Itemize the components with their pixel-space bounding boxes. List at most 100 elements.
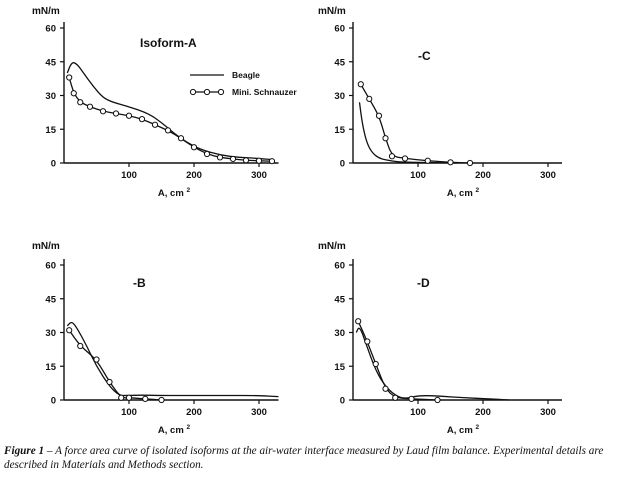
series-line-mini-schnauzer	[357, 321, 438, 401]
data-point-mini-schnauzer	[66, 327, 73, 334]
data-point-mini-schnauzer	[375, 112, 383, 119]
series-line-beagle	[66, 62, 274, 161]
legend: Beagle Mini. Schnauzer	[189, 70, 297, 97]
x-axis-label-superscript: 2	[475, 187, 479, 194]
figure-caption: Figure 1 – A force area curve of isolate…	[4, 444, 636, 472]
y-tick-label: 0	[51, 396, 56, 407]
y-tick-label: 45	[45, 57, 56, 68]
legend-marker	[217, 88, 225, 96]
panel-title: -C	[418, 49, 431, 63]
x-tick-label: 100	[410, 407, 426, 418]
y-tick-label: 0	[340, 396, 345, 407]
data-point-mini-schnauzer	[392, 394, 399, 401]
figure-caption-text: – A force area curve of isolated isoform…	[4, 445, 604, 471]
y-tick-label: 45	[45, 294, 56, 305]
data-point-mini-schnauzer	[216, 154, 224, 161]
data-point-mini-schnauzer	[229, 155, 237, 163]
data-point-mini-schnauzer	[372, 360, 379, 368]
data-point-mini-schnauzer	[434, 396, 441, 404]
x-tick-label: 100	[121, 170, 137, 181]
data-point-mini-schnauzer	[242, 157, 250, 164]
x-axis-label: A, cm 2	[158, 424, 191, 436]
panel-isoform-d: 0 15 30 45 60 100 200 300 mN/m A, cm 2 -D	[318, 241, 562, 436]
data-point-mini-schnauzer	[106, 378, 113, 386]
data-point-mini-schnauzer	[125, 394, 133, 401]
data-point-mini-schnauzer	[364, 338, 371, 345]
data-point-mini-schnauzer	[466, 159, 474, 167]
y-tick-label: 0	[340, 159, 345, 170]
y-tick-label: 45	[334, 294, 345, 305]
data-point-mini-schnauzer	[382, 385, 389, 392]
series-line-mini-schnauzer	[68, 329, 162, 401]
panel-isoform-b: 0 15 30 45 60 100 200 300 mN/m A, cm 2 -B	[32, 241, 279, 436]
y-tick-label: 30	[334, 328, 345, 339]
legend-marker	[203, 88, 211, 96]
panel-title: -D	[417, 276, 430, 290]
x-tick-label: 200	[186, 407, 202, 418]
data-point-mini-schnauzer	[93, 356, 100, 363]
y-tick-label: 30	[45, 328, 56, 339]
x-tick-label: 300	[251, 407, 267, 418]
y-tick-label: 60	[45, 261, 56, 272]
y-axis-label: mN/m	[318, 241, 346, 252]
legend-marker	[189, 88, 197, 96]
x-axis-label-superscript: 2	[186, 187, 190, 194]
x-tick-label: 200	[475, 407, 491, 418]
y-tick-label: 60	[45, 24, 56, 35]
y-tick-label: 30	[45, 91, 56, 102]
x-tick-label: 200	[186, 170, 202, 181]
data-point-mini-schnauzer	[366, 95, 373, 102]
y-tick-label: 45	[334, 57, 345, 68]
data-point-mini-schnauzer	[177, 135, 185, 142]
panel-isoform-c: 0 15 30 45 60 100 200 300 mN/m A, cm 2 -C	[318, 6, 562, 199]
data-point-mini-schnauzer	[408, 395, 415, 402]
panel-title: Isoform-A	[140, 36, 197, 50]
y-axis-label: mN/m	[32, 241, 60, 252]
series-line-beagle	[358, 102, 458, 164]
panel-isoform-a: 0 15 30 45 60 100 200 300 mN/m A, cm 2 Isoform-A	[32, 6, 279, 199]
y-tick-label: 30	[334, 91, 345, 102]
y-tick-label: 60	[334, 261, 345, 272]
data-point-mini-schnauzer	[203, 150, 211, 158]
data-point-mini-schnauzer	[255, 157, 263, 164]
data-point-mini-schnauzer	[99, 108, 107, 115]
x-tick-label: 300	[251, 170, 267, 181]
data-point-mini-schnauzer	[142, 395, 149, 402]
data-point-mini-schnauzer	[112, 110, 120, 117]
x-axis-label-superscript: 2	[186, 424, 190, 431]
data-point-mini-schnauzer	[86, 103, 94, 110]
legend-label-beagle: Beagle	[232, 70, 260, 80]
data-point-mini-schnauzer	[138, 116, 146, 123]
x-tick-label: 100	[410, 170, 426, 181]
x-axis-label: A, cm 2	[447, 424, 480, 436]
x-axis-label: A, cm 2	[447, 187, 480, 199]
data-point-mini-schnauzer	[388, 153, 396, 160]
x-axis-label: A, cm 2	[158, 187, 191, 199]
y-tick-label: 15	[45, 125, 56, 136]
data-point-mini-schnauzer	[118, 394, 125, 401]
y-tick-label: 15	[45, 362, 56, 373]
data-point-mini-schnauzer	[190, 144, 198, 151]
data-point-mini-schnauzer	[70, 90, 77, 97]
figure-label: Figure 1	[4, 445, 45, 457]
data-point-mini-schnauzer	[77, 99, 84, 106]
y-tick-label: 60	[334, 24, 345, 35]
legend-label-mini-schnauzer: Mini. Schnauzer	[232, 87, 297, 97]
x-tick-label: 200	[475, 170, 491, 181]
y-axis-label: mN/m	[32, 6, 60, 17]
y-tick-label: 0	[51, 159, 56, 170]
series-line-beagle	[355, 327, 510, 401]
data-point-mini-schnauzer	[382, 135, 389, 142]
data-point-mini-schnauzer	[151, 121, 159, 128]
x-tick-label: 300	[540, 407, 556, 418]
panel-title: -B	[133, 276, 146, 290]
data-point-mini-schnauzer	[357, 81, 364, 88]
x-tick-label: 300	[540, 170, 556, 181]
x-axis-label-superscript: 2	[475, 424, 479, 431]
data-point-mini-schnauzer	[424, 157, 431, 164]
data-point-mini-schnauzer	[268, 158, 276, 165]
data-point-mini-schnauzer	[164, 127, 172, 134]
y-tick-label: 15	[334, 362, 345, 373]
data-point-mini-schnauzer	[158, 396, 165, 404]
